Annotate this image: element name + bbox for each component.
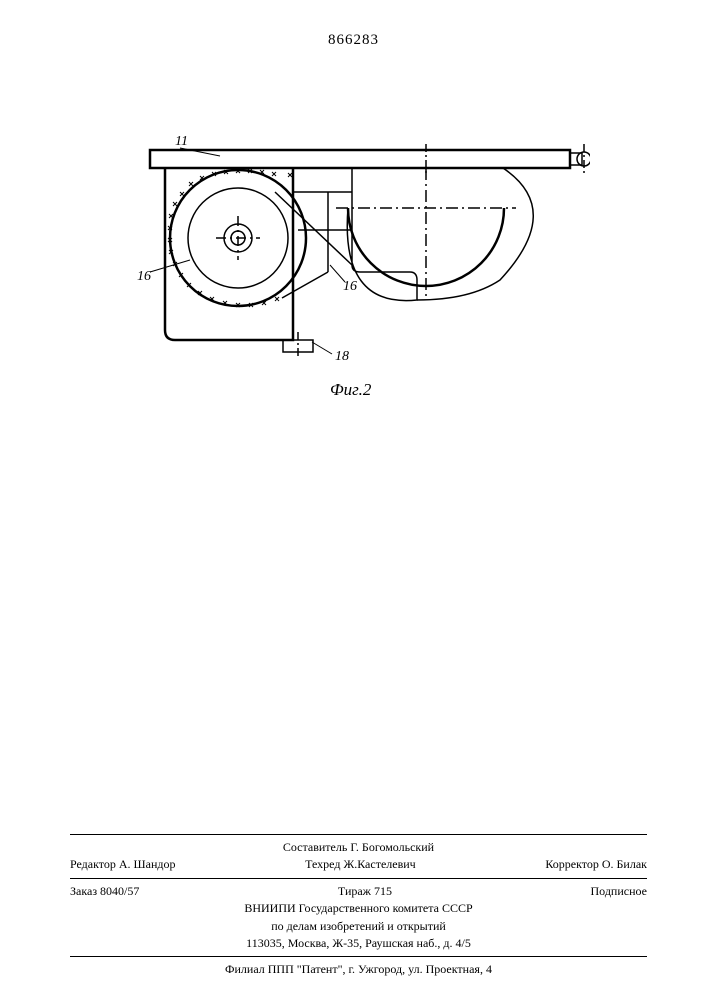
org-line-2: по делам изобретений и открытий [70,918,647,935]
address-line: 113035, Москва, Ж-35, Раушская наб., д. … [70,935,647,952]
divider [70,834,647,835]
editor-credit: Редактор А. Шандор [70,856,176,873]
svg-text:16: 16 [343,279,357,294]
page: 866283 11 16 16 18 Фиг.2 Составитель Г. Бог… [0,0,707,1000]
figure-svg: 11 16 16 18 [120,110,590,390]
divider [70,878,647,879]
print-run: Тираж 715 [338,883,392,900]
svg-text:16: 16 [137,269,151,284]
corrector-credit: Корректор О. Билак [545,856,647,873]
compiler-line: Составитель Г. Богомольский [70,839,647,856]
divider [70,956,647,957]
subscription: Подписное [591,883,648,900]
order-number: Заказ 8040/57 [70,883,139,900]
colophon-block: Составитель Г. Богомольский Редактор А. … [70,830,647,979]
techred-credit: Техред Ж.Кастелевич [305,856,416,873]
credits-row: Редактор А. Шандор Техред Ж.Кастелевич К… [70,856,647,873]
branch-line: Филиал ППП "Патент", г. Ужгород, ул. Про… [70,961,647,978]
svg-text:11: 11 [175,134,188,149]
org-line-1: ВНИИПИ Государственного комитета СССР [70,900,647,917]
figure-2: 11 16 16 18 [120,110,590,390]
svg-text:18: 18 [335,349,349,364]
document-number: 866283 [0,32,707,49]
figure-caption: Фиг.2 [330,380,371,400]
print-row: Заказ 8040/57 Тираж 715 Подписное [70,883,647,900]
